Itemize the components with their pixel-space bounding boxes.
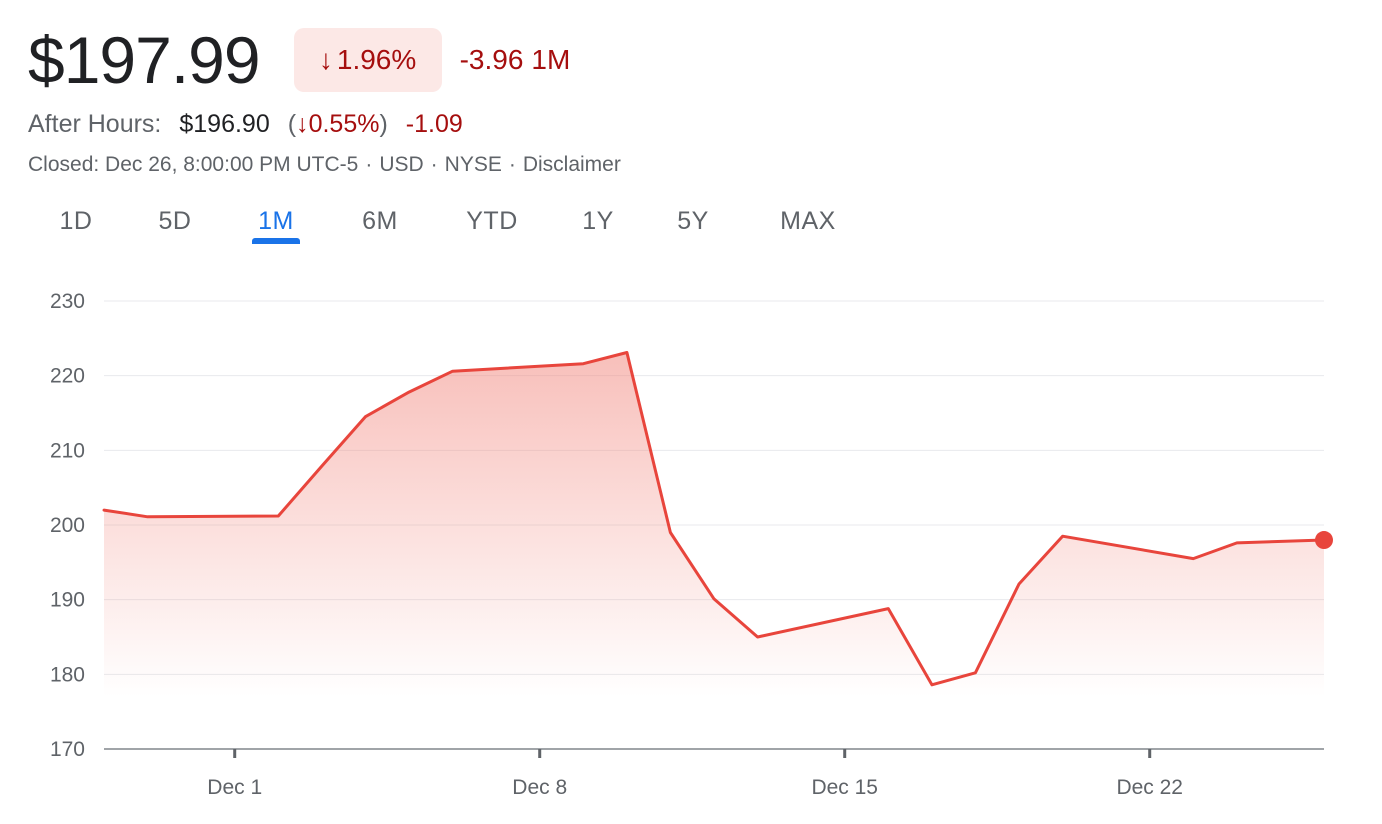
x-tick-label: Dec 22 bbox=[1116, 776, 1183, 799]
data-point bbox=[145, 514, 151, 520]
separator: · bbox=[508, 153, 516, 176]
separator: · bbox=[365, 153, 373, 176]
data-point bbox=[667, 529, 673, 535]
data-point bbox=[362, 414, 368, 420]
tab-1y[interactable]: 1Y bbox=[582, 206, 614, 235]
closed-timestamp: Closed: Dec 26, 8:00:00 PM UTC-5 bbox=[28, 153, 359, 176]
data-point bbox=[1234, 540, 1240, 546]
data-point bbox=[101, 507, 107, 513]
after-hours-pct-value: 0.55% bbox=[308, 109, 380, 138]
current-price: $197.99 bbox=[28, 23, 261, 97]
arrow-down-icon: ↓ bbox=[296, 109, 309, 138]
y-tick-label: 200 bbox=[50, 514, 85, 537]
data-point bbox=[450, 368, 456, 374]
price-line bbox=[102, 351, 1326, 687]
y-axis: 170 180 190 200 210 220 230 bbox=[50, 290, 85, 761]
currency: USD bbox=[379, 153, 424, 176]
change-percent-badge: ↓ 1.96% bbox=[293, 28, 442, 92]
last-price-marker bbox=[1315, 531, 1333, 550]
data-point bbox=[755, 634, 761, 640]
change-value-group: -3.96 1M bbox=[460, 44, 571, 76]
y-tick-label: 180 bbox=[50, 663, 85, 686]
after-hours-price: $196.90 bbox=[179, 109, 270, 138]
tab-max[interactable]: MAX bbox=[780, 206, 836, 235]
data-point bbox=[580, 361, 586, 367]
data-point bbox=[929, 682, 935, 688]
data-point bbox=[406, 389, 412, 395]
paren-close: ) bbox=[379, 109, 388, 138]
active-tab-indicator bbox=[252, 238, 300, 244]
after-hours-percent: (↓0.55%) bbox=[288, 110, 388, 139]
data-point bbox=[711, 596, 717, 602]
x-tick-label: Dec 1 bbox=[207, 776, 262, 799]
x-axis: Dec 1 Dec 8 Dec 15 Dec 22 bbox=[207, 749, 1183, 799]
price-area bbox=[104, 352, 1324, 697]
tab-1m[interactable]: 1M bbox=[258, 206, 294, 235]
exchange: NYSE bbox=[444, 153, 502, 176]
y-tick-label: 210 bbox=[50, 439, 85, 462]
x-tick-label: Dec 8 bbox=[512, 776, 567, 799]
change-period: 1M bbox=[531, 44, 571, 75]
tab-6m[interactable]: 6M bbox=[362, 206, 398, 235]
data-point bbox=[624, 350, 630, 356]
data-point bbox=[1060, 533, 1066, 539]
y-tick-label: 220 bbox=[50, 365, 85, 388]
tab-5y[interactable]: 5Y bbox=[677, 206, 709, 235]
arrow-down-icon: ↓ bbox=[318, 44, 333, 75]
y-tick-label: 190 bbox=[50, 589, 85, 612]
change-value: -3.96 bbox=[459, 44, 524, 75]
range-tabs: 1D 5D 1M 6M YTD 1Y 5Y MAX bbox=[0, 198, 900, 248]
tab-1d[interactable]: 1D bbox=[59, 206, 93, 235]
paren-open: ( bbox=[287, 109, 297, 138]
data-point bbox=[275, 513, 281, 519]
data-point bbox=[1016, 581, 1022, 587]
data-point bbox=[885, 606, 891, 612]
x-tick-label: Dec 15 bbox=[811, 776, 878, 799]
market-status-row: Closed: Dec 26, 8:00:00 PM UTC-5 · USD ·… bbox=[28, 150, 621, 180]
change-percent: 1.96% bbox=[336, 44, 417, 75]
data-point bbox=[319, 463, 325, 469]
data-point bbox=[972, 670, 978, 676]
after-hours-row: After Hours: $196.90 (↓0.55%) -1.09 bbox=[28, 106, 463, 142]
y-tick-label: 230 bbox=[50, 290, 85, 313]
disclaimer-link[interactable]: Disclaimer bbox=[522, 153, 621, 176]
quote-header: $197.99 ↓ 1.96% -3.96 1M bbox=[28, 22, 570, 98]
after-hours-change: -1.09 bbox=[405, 109, 463, 138]
separator: · bbox=[430, 153, 438, 176]
tab-ytd[interactable]: YTD bbox=[466, 206, 518, 235]
data-point bbox=[1190, 556, 1196, 562]
y-tick-label: 170 bbox=[50, 738, 85, 761]
after-hours-label: After Hours: bbox=[28, 109, 162, 138]
tab-5d[interactable]: 5D bbox=[158, 206, 192, 235]
